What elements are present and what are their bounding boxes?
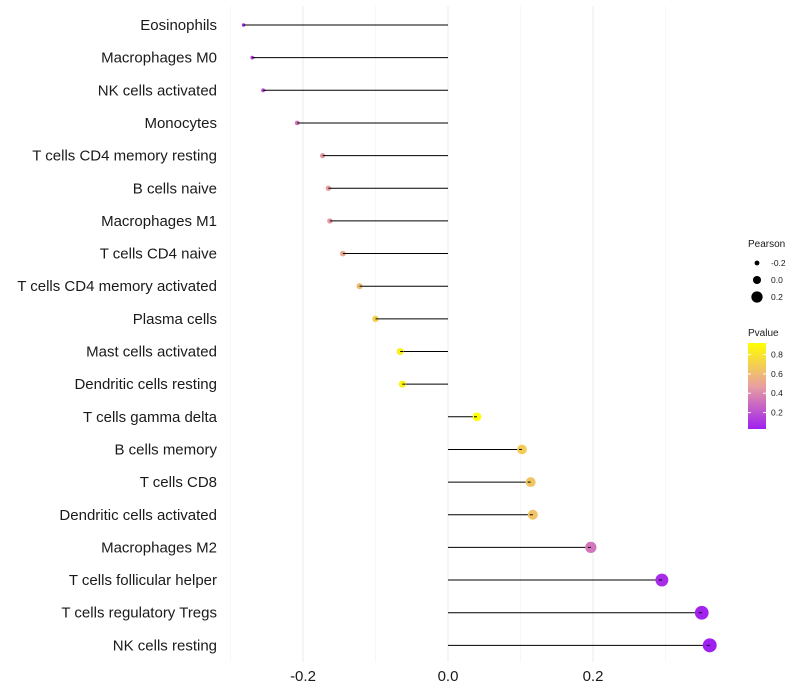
legend-size-label: 0.0 (771, 275, 783, 285)
x-tick-label: 0.2 (583, 668, 604, 685)
grid-layer (230, 6, 666, 662)
category-label: T cells regulatory Tregs (61, 605, 217, 622)
point-layer (241, 23, 717, 653)
legend-size-title: Pearson (748, 239, 785, 250)
category-label: Macrophages M2 (101, 539, 217, 556)
legend-size: Pearson -0.2 0.0 0.2 (748, 239, 786, 303)
category-label: Macrophages M1 (101, 213, 217, 230)
category-label: B cells memory (114, 441, 217, 458)
category-label: Eosinophils (140, 17, 217, 34)
category-label: NK cells resting (113, 637, 217, 654)
category-label: NK cells activated (98, 82, 217, 99)
legend-size-key (754, 260, 760, 266)
legend-color-label: 0.8 (771, 350, 783, 360)
stem-layer (243, 24, 710, 646)
category-label: Dendritic cells activated (59, 507, 217, 524)
category-label: Monocytes (144, 115, 217, 132)
category-label: Macrophages M0 (101, 50, 217, 67)
category-label: T cells CD8 (140, 474, 217, 491)
category-label: Dendritic cells resting (74, 376, 217, 393)
legend-color-label: 0.4 (771, 388, 783, 398)
category-label: Plasma cells (133, 311, 217, 328)
category-label: B cells naive (133, 180, 217, 197)
legend-size-key (751, 291, 763, 303)
legend-color: Pvalue 0.8 0.6 0.4 0.2 (748, 328, 783, 429)
x-tick-label: -0.2 (290, 668, 316, 685)
category-label: T cells CD4 memory resting (32, 148, 217, 165)
category-label: T cells follicular helper (69, 572, 217, 589)
legend-size-key (752, 275, 762, 285)
legend-size-label: -0.2 (771, 258, 786, 268)
category-label: T cells gamma delta (83, 409, 218, 426)
category-label: T cells CD4 memory activated (17, 278, 217, 295)
x-tick-labels: -0.2 0.0 0.2 (290, 668, 603, 685)
legend-color-label: 0.6 (771, 369, 783, 379)
legend-color-label: 0.2 (771, 408, 783, 418)
category-label: T cells CD4 naive (100, 246, 217, 263)
legend-color-title: Pvalue (748, 328, 779, 339)
x-tick-label: 0.0 (438, 668, 459, 685)
legend-colorbar (748, 343, 766, 429)
category-labels: Eosinophils Macrophages M0 NK cells activa… (17, 17, 217, 654)
category-label: Mast cells activated (86, 344, 217, 361)
legend-size-label: 0.2 (771, 292, 783, 302)
